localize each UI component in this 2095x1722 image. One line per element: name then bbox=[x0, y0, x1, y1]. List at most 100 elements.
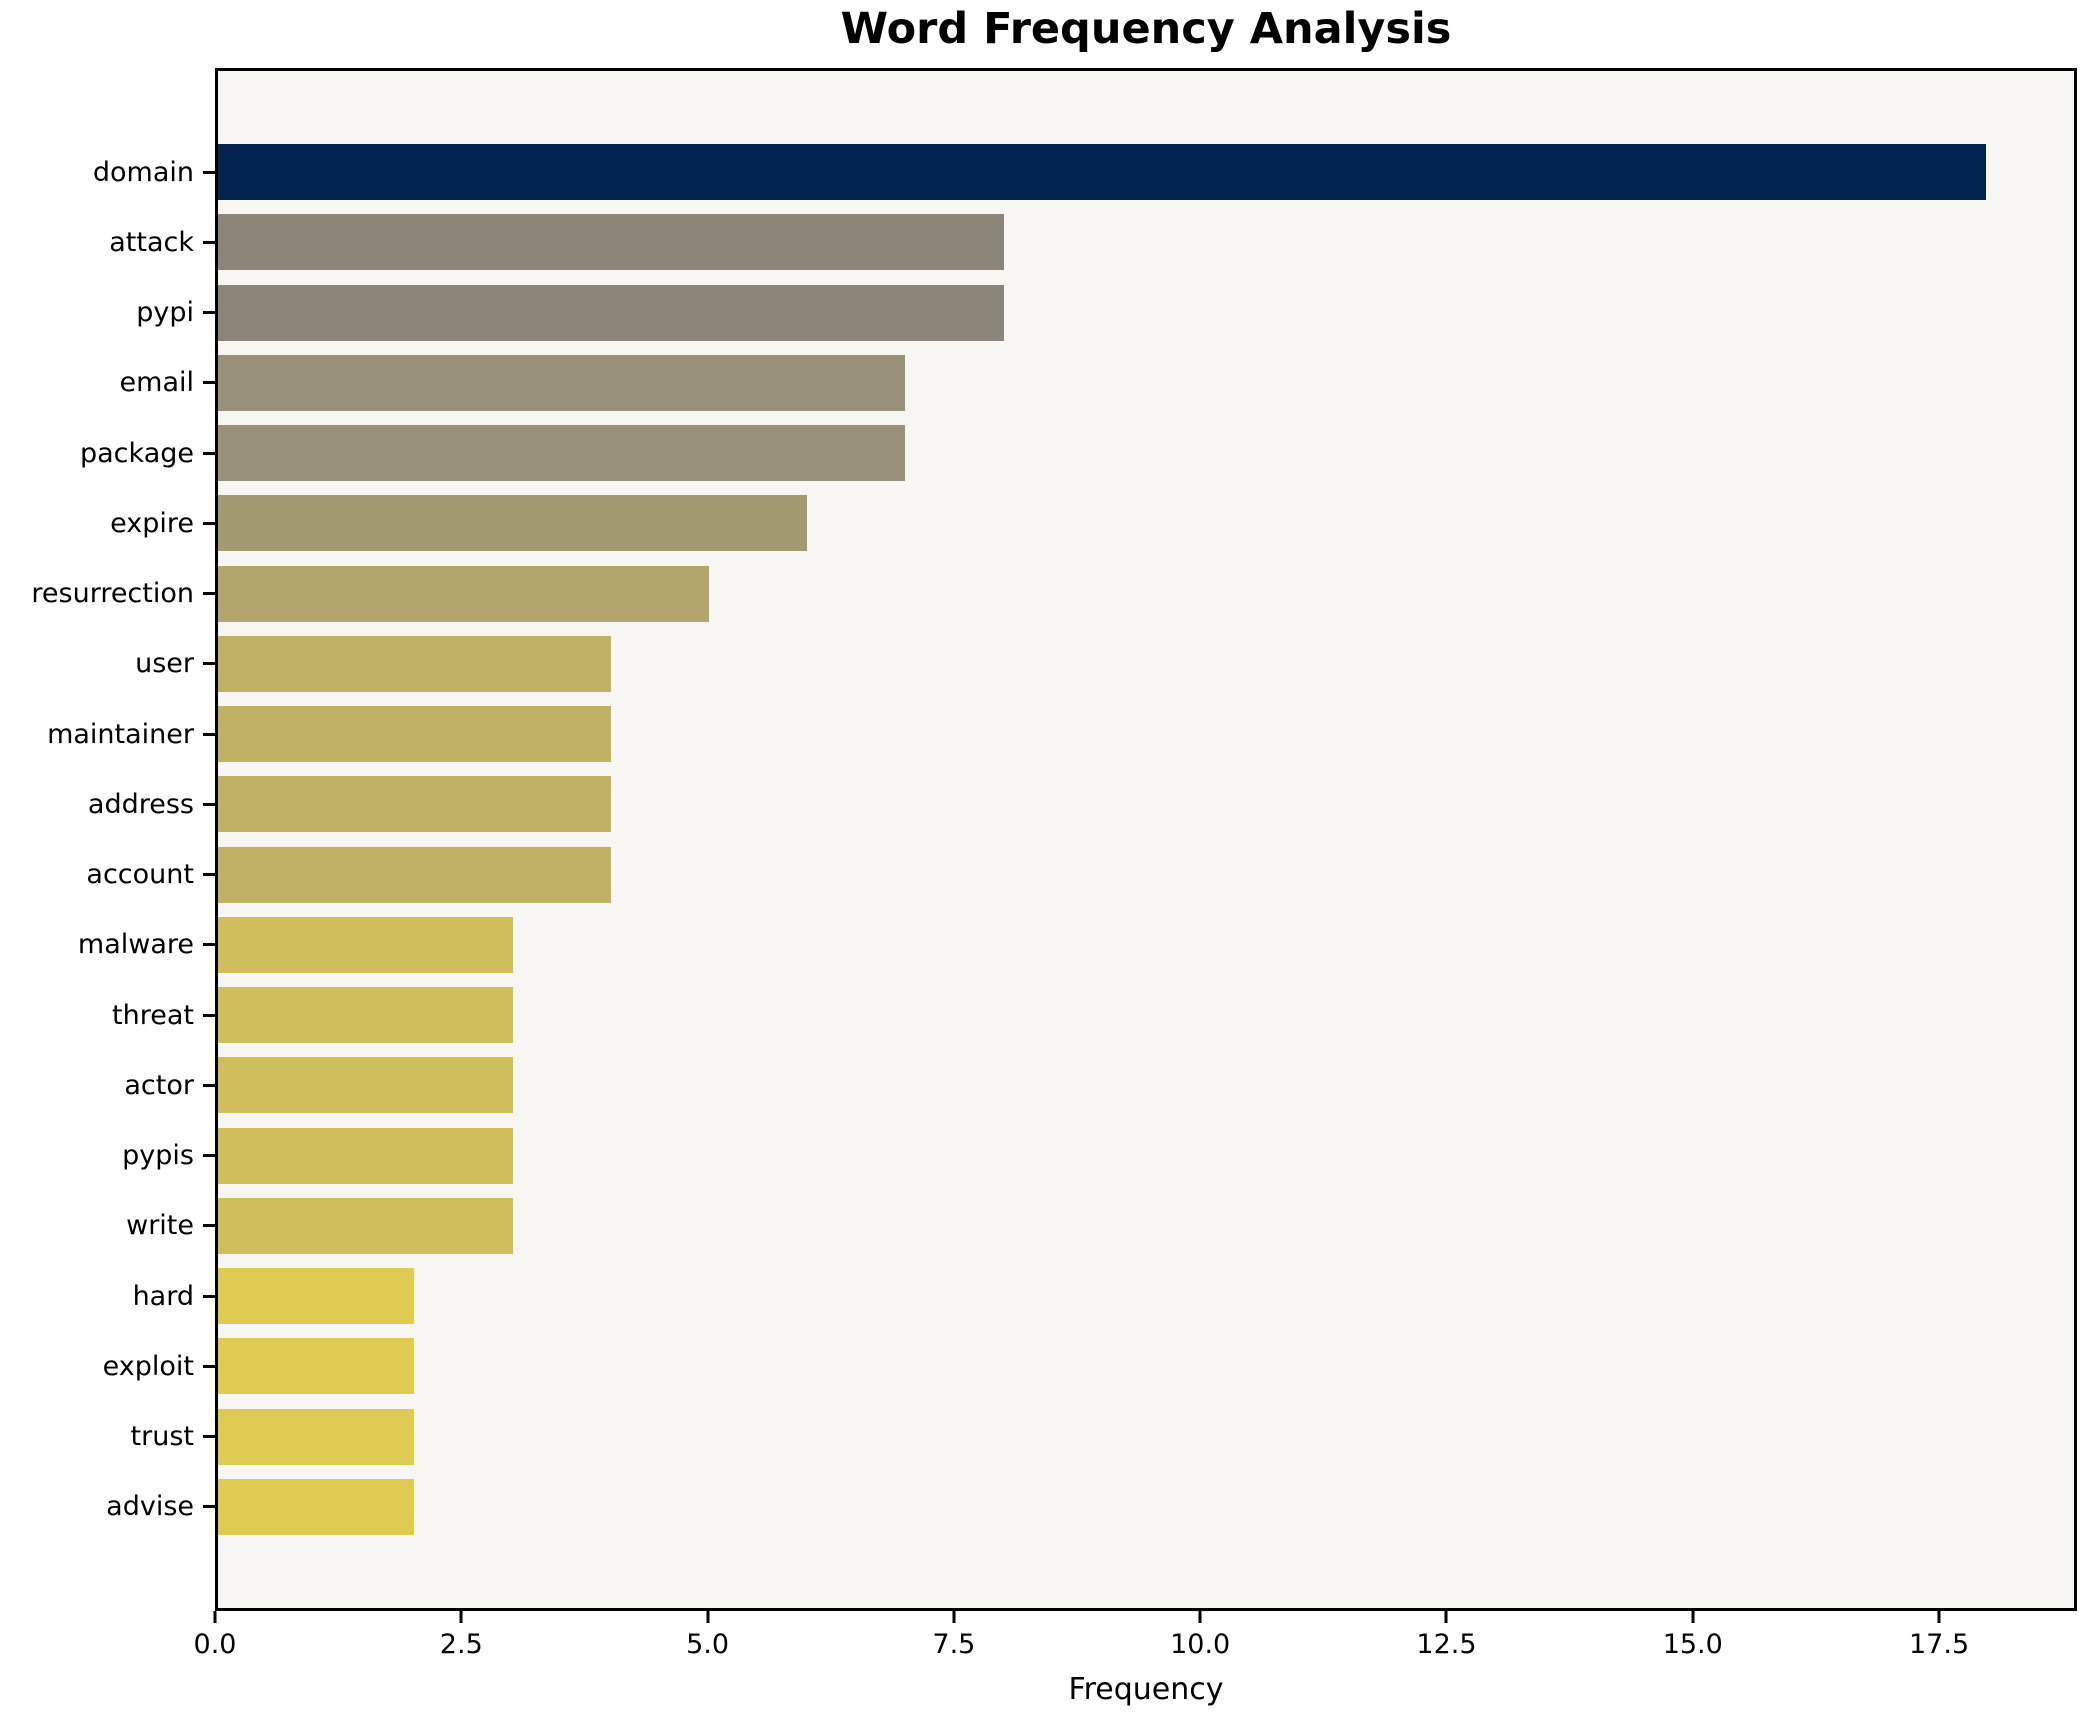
x-tick-label: 5.0 bbox=[686, 1629, 730, 1660]
y-tick-mark bbox=[203, 240, 215, 244]
y-tick-row: pypi bbox=[0, 278, 215, 348]
x-tick-mark bbox=[952, 1611, 956, 1623]
x-tick-mark bbox=[1444, 1611, 1448, 1623]
y-tick-row: package bbox=[0, 418, 215, 488]
y-tick-mark bbox=[203, 802, 215, 806]
y-tick-label: email bbox=[119, 367, 194, 399]
y-tick-mark bbox=[203, 1435, 215, 1439]
y-tick-row: account bbox=[0, 840, 215, 910]
x-tick-label: 7.5 bbox=[932, 1629, 976, 1660]
bar-pypis bbox=[218, 1127, 513, 1184]
y-tick-row: threat bbox=[0, 980, 215, 1050]
y-tick-mark bbox=[203, 943, 215, 947]
bar-resurrection bbox=[218, 565, 709, 622]
x-tick-label: 17.5 bbox=[1909, 1629, 1970, 1660]
bar-row bbox=[218, 559, 2074, 629]
bar-write bbox=[218, 1197, 513, 1254]
y-tick-mark bbox=[203, 451, 215, 455]
y-tick-row: pypis bbox=[0, 1121, 215, 1191]
y-tick-mark bbox=[203, 1083, 215, 1087]
y-tick-mark bbox=[203, 381, 215, 385]
y-tick-label: threat bbox=[112, 999, 194, 1031]
y-tick-label: advise bbox=[106, 1491, 194, 1523]
x-axis-label: Frequency bbox=[1068, 1672, 1224, 1707]
y-tick-label: attack bbox=[109, 226, 194, 258]
y-tick-mark bbox=[203, 662, 215, 666]
y-tick-label: trust bbox=[130, 1421, 194, 1453]
bar-row bbox=[218, 207, 2074, 277]
bar-trust bbox=[218, 1408, 415, 1465]
bar-row bbox=[218, 488, 2074, 558]
y-tick-mark bbox=[203, 170, 215, 174]
bar-row bbox=[218, 840, 2074, 910]
bar-row bbox=[218, 1261, 2074, 1331]
y-tick-row: attack bbox=[0, 207, 215, 277]
y-tick-label: expire bbox=[110, 507, 194, 539]
y-tick-row: expire bbox=[0, 488, 215, 558]
bar-row bbox=[218, 137, 2074, 207]
y-tick-label: write bbox=[126, 1210, 194, 1242]
y-tick-label: maintainer bbox=[47, 718, 194, 750]
y-tick-label: user bbox=[135, 648, 194, 680]
y-tick-row: write bbox=[0, 1191, 215, 1261]
bar-row bbox=[218, 699, 2074, 769]
x-tick-label: 15.0 bbox=[1662, 1629, 1723, 1660]
y-tick-label: malware bbox=[77, 929, 194, 961]
bar-user bbox=[218, 635, 611, 692]
bar-exploit bbox=[218, 1338, 415, 1395]
y-tick-row: exploit bbox=[0, 1331, 215, 1401]
x-tick-label: 12.5 bbox=[1416, 1629, 1477, 1660]
bar-row bbox=[218, 1331, 2074, 1401]
bar-account bbox=[218, 846, 611, 903]
y-tick-label: hard bbox=[132, 1280, 194, 1312]
x-tick-mark bbox=[459, 1611, 463, 1623]
y-tick-mark bbox=[203, 1224, 215, 1228]
bars bbox=[218, 71, 2074, 1608]
y-tick-label: package bbox=[80, 437, 194, 469]
y-tick-row: user bbox=[0, 629, 215, 699]
x-tick-mark bbox=[1198, 1611, 1202, 1623]
y-tick-row: address bbox=[0, 769, 215, 839]
y-tick-row: trust bbox=[0, 1402, 215, 1472]
y-tick-mark bbox=[203, 732, 215, 736]
y-tick-label: resurrection bbox=[31, 578, 194, 610]
x-tick-label: 0.0 bbox=[193, 1629, 237, 1660]
bar-row bbox=[218, 980, 2074, 1050]
y-tick-label: actor bbox=[124, 1069, 194, 1101]
bar-row bbox=[218, 769, 2074, 839]
bar-row bbox=[218, 1191, 2074, 1261]
y-tick-mark bbox=[203, 1294, 215, 1298]
y-tick-row: domain bbox=[0, 137, 215, 207]
y-tick-mark bbox=[203, 521, 215, 525]
x-tick-mark bbox=[706, 1611, 710, 1623]
y-tick-mark bbox=[203, 1505, 215, 1509]
y-tick-mark bbox=[203, 311, 215, 315]
bar-email bbox=[218, 354, 906, 411]
bar-advise bbox=[218, 1478, 415, 1535]
y-tick-mark bbox=[203, 1364, 215, 1368]
y-tick-row: maintainer bbox=[0, 699, 215, 769]
y-tick-row: hard bbox=[0, 1261, 215, 1331]
bar-row bbox=[218, 629, 2074, 699]
bar-pypi bbox=[218, 284, 1004, 341]
y-tick-mark bbox=[203, 592, 215, 596]
bar-package bbox=[218, 425, 906, 482]
bar-maintainer bbox=[218, 706, 611, 763]
x-tick-label: 2.5 bbox=[439, 1629, 483, 1660]
bar-row bbox=[218, 278, 2074, 348]
y-tick-row: resurrection bbox=[0, 559, 215, 629]
x-tick-label: 10.0 bbox=[1170, 1629, 1231, 1660]
plot-area bbox=[215, 68, 2077, 1611]
bar-row bbox=[218, 1472, 2074, 1542]
bar-actor bbox=[218, 1057, 513, 1114]
x-tick-mark bbox=[213, 1611, 217, 1623]
y-tick-label: domain bbox=[92, 156, 194, 188]
y-tick-label: address bbox=[87, 788, 194, 820]
bar-malware bbox=[218, 916, 513, 973]
bar-attack bbox=[218, 214, 1004, 271]
y-tick-label: pypi bbox=[136, 297, 194, 329]
bar-domain bbox=[218, 144, 1986, 201]
bar-row bbox=[218, 910, 2074, 980]
y-tick-row: advise bbox=[0, 1472, 215, 1542]
bar-hard bbox=[218, 1268, 415, 1325]
